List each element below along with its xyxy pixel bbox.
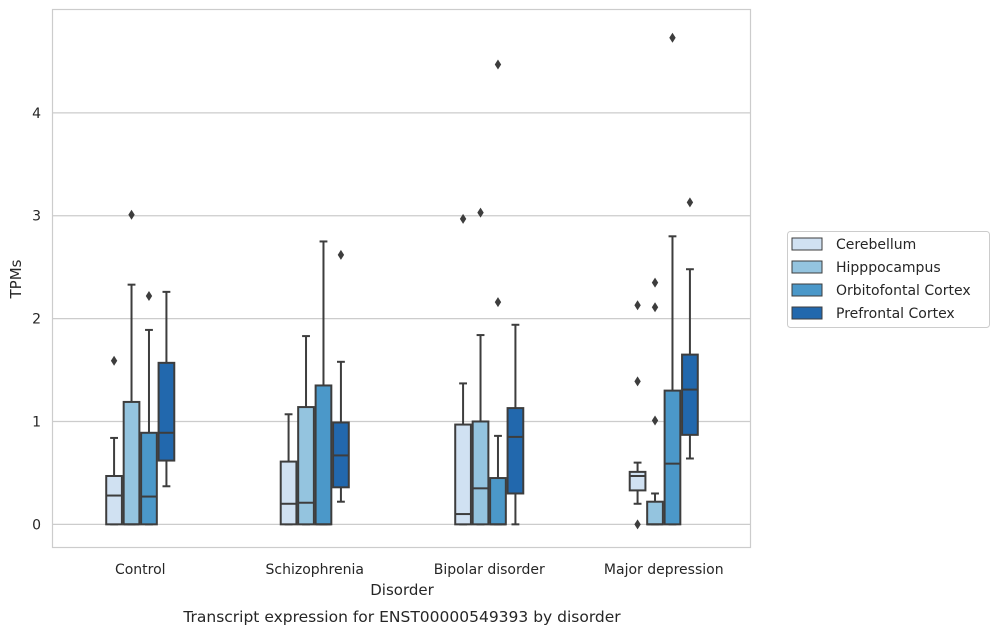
outlier-point — [651, 302, 659, 313]
box — [646, 277, 664, 526]
box-body — [105, 474, 123, 526]
box-body — [663, 389, 682, 526]
y-axis-label: TPMs — [7, 259, 25, 299]
legend-swatch — [791, 306, 823, 320]
outlier-point — [651, 415, 659, 426]
outlier-point — [651, 277, 659, 288]
x-tick-labels: Control Schizophrenia Bipolar disorder Majo… — [115, 562, 724, 578]
outlier-point — [494, 59, 502, 70]
y-tick-label: 3 — [32, 209, 41, 225]
plot-area-frame — [51, 8, 752, 549]
box — [105, 355, 123, 526]
outlier-point — [477, 207, 484, 218]
y-tick-labels: 0 1 2 3 4 — [32, 106, 41, 533]
outlier-point — [634, 376, 641, 387]
outlier-point — [459, 213, 467, 224]
x-tick-label: Schizophrenia — [266, 562, 364, 578]
box-body — [122, 400, 141, 526]
legend-frame — [787, 231, 990, 328]
y-tick-label: 2 — [32, 312, 41, 328]
box — [506, 323, 525, 526]
box-body — [681, 353, 699, 436]
outlier-point — [128, 209, 135, 220]
legend-swatch — [791, 283, 823, 297]
box-body — [646, 500, 664, 526]
outlier-point — [634, 300, 641, 311]
y-tick-label: 1 — [32, 414, 41, 430]
series-hipppocampus — [122, 207, 664, 526]
figure-caption: Transcript expression for ENST0000054939… — [182, 608, 621, 626]
box-body — [628, 470, 647, 492]
outlier-point — [110, 355, 118, 366]
box-body — [140, 431, 158, 526]
outlier-point — [494, 297, 502, 308]
box-body — [506, 407, 525, 495]
box-body — [297, 406, 315, 526]
x-tick-label: Major depression — [604, 562, 724, 578]
legend-swatch — [791, 260, 823, 274]
box — [332, 249, 350, 503]
legend-label: Cerebellum — [836, 237, 916, 253]
outlier-point — [145, 290, 153, 301]
outlier-point — [669, 32, 676, 43]
x-tick-label: Bipolar disorder — [434, 562, 545, 578]
box — [628, 300, 647, 530]
x-axis-label: Disorder — [370, 581, 434, 599]
box — [489, 59, 507, 526]
y-tick-label: 0 — [32, 517, 41, 533]
x-tick-label: Control — [115, 562, 166, 578]
box-body — [471, 420, 490, 526]
y-tick-label: 4 — [32, 106, 41, 122]
box — [454, 213, 472, 526]
box — [279, 413, 298, 526]
legend-label: Orbitofontal Cortex — [836, 283, 971, 299]
box — [122, 209, 141, 526]
legend-label: Prefrontal Cortex — [836, 306, 955, 322]
box — [471, 207, 490, 526]
box-body — [157, 361, 176, 462]
box — [157, 290, 176, 488]
legend-swatch — [791, 237, 823, 251]
box — [663, 32, 682, 526]
outlier-point — [337, 249, 345, 260]
legend: Cerebellum Hipppocampus Orbitofontal Corte… — [787, 231, 990, 328]
series-prefrontal-cortex — [157, 197, 699, 526]
box-body — [279, 460, 298, 526]
box-series — [105, 32, 699, 530]
legend-label: Hipppocampus — [836, 260, 941, 276]
box — [681, 197, 699, 460]
box-body — [454, 423, 472, 526]
series-orbitofontal-cortex — [140, 32, 682, 526]
outlier-point — [634, 519, 641, 530]
box-body — [314, 384, 333, 526]
box — [314, 240, 333, 526]
series-cerebellum — [105, 213, 647, 530]
box — [297, 335, 315, 526]
box — [140, 290, 158, 526]
outlier-point — [686, 197, 694, 208]
box-body — [489, 477, 507, 526]
